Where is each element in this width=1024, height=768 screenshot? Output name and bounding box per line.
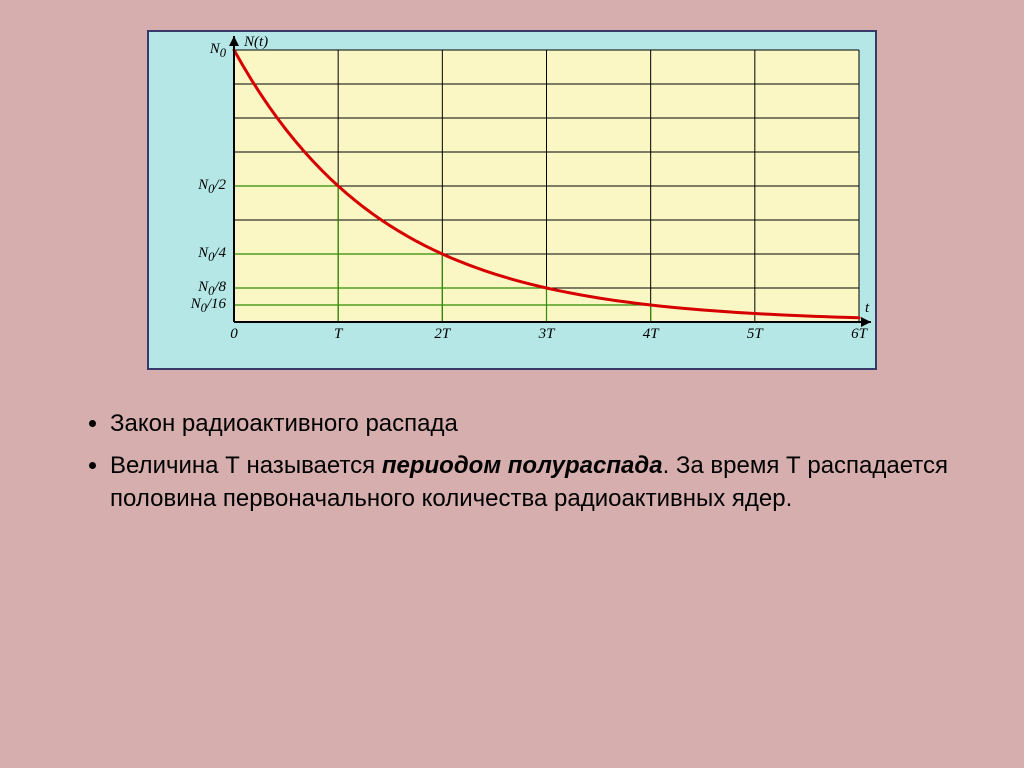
x-tick-label: 5T — [747, 326, 763, 343]
bullet-text: Величина Т называется — [110, 452, 382, 479]
bullet-emphasis: периодом полураспада — [382, 452, 663, 479]
x-tick-label: 2T — [434, 326, 450, 343]
x-tick-label: 0 — [230, 326, 238, 343]
decay-chart: 0T2T3T4T5T6TN0N0/2N0/4N0/8N0/16N(t)t — [147, 30, 877, 370]
x-tick-label: 4T — [643, 326, 659, 343]
x-axis-label: t — [865, 300, 869, 317]
bullet-text: Закон радиоактивного распада — [110, 410, 458, 437]
y-tick-label: N0/16 — [191, 296, 226, 316]
bullet-item: Закон радиоактивного распада — [110, 408, 964, 440]
x-tick-label: T — [334, 326, 342, 343]
x-tick-label: 6T — [851, 326, 867, 343]
chart-container: 0T2T3T4T5T6TN0N0/2N0/4N0/8N0/16N(t)t — [60, 30, 964, 370]
bullet-list: Закон радиоактивного распада Величина Т н… — [60, 408, 964, 525]
slide: 0T2T3T4T5T6TN0N0/2N0/4N0/8N0/16N(t)t Зак… — [0, 0, 1024, 768]
y-axis-label: N(t) — [244, 34, 268, 51]
bullet-item: Величина Т называется периодом полураспа… — [110, 450, 964, 515]
y-tick-label: N0/4 — [198, 245, 226, 265]
y-tick-label: N0/2 — [198, 177, 226, 197]
x-tick-label: 3T — [539, 326, 555, 343]
y-tick-label: N0 — [210, 41, 226, 61]
chart-svg — [149, 32, 879, 372]
